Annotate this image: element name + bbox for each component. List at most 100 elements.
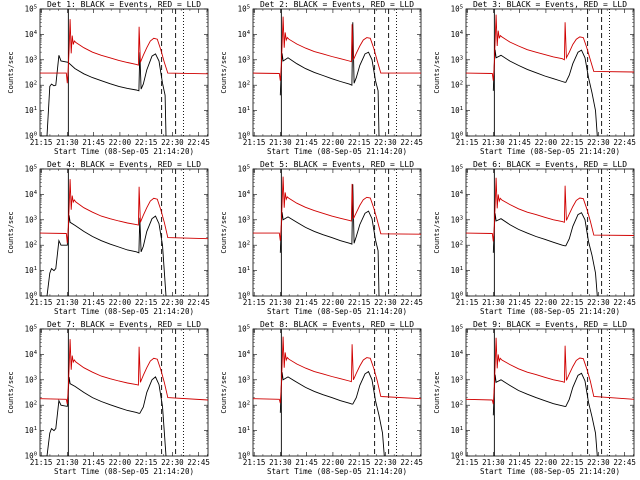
- x-tick-label: 22:45: [613, 458, 636, 467]
- series-line-events: [40, 215, 167, 296]
- y-tick-label: 104: [451, 30, 464, 39]
- series-line-events: [279, 184, 380, 296]
- time-markers: [67, 9, 184, 136]
- series-line-events: [492, 372, 598, 456]
- chart-title: Det 3: BLACK = Events, RED = LLD: [473, 0, 627, 9]
- series-line-lld: [466, 177, 634, 242]
- x-tick-label: 22:15: [561, 298, 584, 307]
- time-markers: [280, 9, 397, 136]
- x-axis-label: Start Time (08-Sep-05 21:14:20): [480, 147, 620, 156]
- series-line-lld: [40, 339, 208, 405]
- y-tick-label: 102: [451, 401, 463, 410]
- y-tick-label: 104: [25, 30, 38, 39]
- series-line-events: [279, 370, 385, 456]
- y-tick-label: 103: [25, 55, 37, 64]
- x-axis: 21:15 21:30 21:45 22:00 22:15 22:30 22:45: [456, 169, 636, 307]
- y-tick-label: 104: [238, 190, 251, 199]
- y-axis-label: Counts/sec: [433, 211, 441, 253]
- y-tick-label: 101: [451, 266, 463, 275]
- y-tick-label: 103: [238, 215, 250, 224]
- series-line-lld: [466, 14, 634, 81]
- y-axis-label: Counts/sec: [7, 51, 15, 93]
- detector-panel: 100 101 102 103 104 105 21:15 21:30 21:45 22:00 22…: [426, 0, 639, 160]
- time-markers: [493, 169, 610, 296]
- chart-title: Det 9: BLACK = Events, RED = LLD: [473, 320, 627, 329]
- x-axis-label: Start Time (08-Sep-05 21:14:20): [267, 467, 407, 476]
- x-tick-label: 22:15: [135, 458, 158, 467]
- x-tick-label: 21:45: [82, 458, 105, 467]
- series-line-lld: [253, 336, 421, 404]
- x-tick-label: 22:30: [587, 458, 610, 467]
- y-tick-label: 102: [238, 81, 250, 90]
- y-tick-label: 105: [451, 165, 463, 174]
- y-tick-label: 104: [238, 350, 251, 359]
- detector-panel: 100 101 102 103 104 105 21:15 21:30 21:45 22:00 22…: [213, 160, 426, 320]
- x-tick-label: 22:30: [587, 298, 610, 307]
- x-tick-label: 22:00: [109, 298, 132, 307]
- x-tick-label: 22:30: [161, 458, 184, 467]
- y-tick-label: 101: [238, 426, 250, 435]
- x-axis: 21:15 21:30 21:45 22:00 22:15 22:30 22:45: [243, 169, 423, 307]
- chart-title: Det 1: BLACK = Events, RED = LLD: [47, 0, 201, 9]
- x-tick-label: 21:15: [456, 458, 479, 467]
- plot-frame: [465, 168, 635, 297]
- x-tick-label: 22:00: [109, 138, 132, 147]
- chart-title: Det 4: BLACK = Events, RED = LLD: [47, 160, 201, 169]
- y-axis-label: Counts/sec: [7, 211, 15, 253]
- y-tick-label: 103: [451, 55, 463, 64]
- y-tick-label: 100: [25, 452, 37, 461]
- x-axis: 21:15 21:30 21:45 22:00 22:15 22:30 22:45: [456, 329, 636, 467]
- y-tick-label: 105: [238, 165, 250, 174]
- chart-title: Det 8: BLACK = Events, RED = LLD: [260, 320, 414, 329]
- detector-panel: 100 101 102 103 104 105 21:15 21:30 21:45 22:00 22…: [213, 0, 426, 160]
- y-axis-label: Counts/sec: [220, 211, 228, 253]
- y-tick-label: 103: [451, 215, 463, 224]
- x-tick-label: 22:30: [374, 458, 397, 467]
- x-tick-label: 22:00: [322, 458, 345, 467]
- detector-panel: 100 101 102 103 104 105 21:15 21:30 21:45 22:00 22…: [0, 160, 213, 320]
- x-tick-label: 21:30: [269, 458, 292, 467]
- x-tick-label: 21:45: [295, 298, 318, 307]
- x-tick-label: 22:00: [535, 138, 558, 147]
- y-tick-label: 101: [451, 426, 463, 435]
- x-axis-label: Start Time (08-Sep-05 21:14:20): [480, 307, 620, 316]
- y-tick-label: 100: [451, 452, 463, 461]
- x-tick-label: 21:45: [295, 458, 318, 467]
- x-tick-label: 22:45: [400, 138, 423, 147]
- y-tick-label: 103: [238, 55, 250, 64]
- x-tick-label: 22:15: [348, 458, 371, 467]
- time-markers: [280, 329, 397, 456]
- y-tick-label: 100: [451, 292, 463, 301]
- x-tick-label: 21:30: [56, 298, 79, 307]
- y-tick-label: 102: [451, 241, 463, 250]
- detector-panel: 100 101 102 103 104 105 21:15 21:30 21:45 22:00 22…: [426, 320, 639, 480]
- x-tick-label: 21:30: [482, 138, 505, 147]
- x-tick-label: 22:00: [322, 298, 345, 307]
- x-axis: 21:15 21:30 21:45 22:00 22:15 22:30 22:45: [30, 329, 210, 467]
- x-tick-label: 21:30: [482, 298, 505, 307]
- y-axis-label: Counts/sec: [220, 51, 228, 93]
- y-axis-label: Counts/sec: [7, 371, 15, 413]
- y-axis: 100 101 102 103 104 105: [25, 165, 208, 301]
- x-tick-label: 21:45: [508, 458, 531, 467]
- y-tick-label: 102: [25, 241, 37, 250]
- x-tick-label: 22:15: [135, 298, 158, 307]
- x-tick-label: 22:45: [613, 138, 636, 147]
- y-axis: 100 101 102 103 104 105: [451, 165, 634, 301]
- plot-frame: [252, 8, 422, 137]
- x-tick-label: 22:30: [587, 138, 610, 147]
- y-tick-label: 103: [25, 375, 37, 384]
- x-axis-label: Start Time (08-Sep-05 21:14:20): [54, 147, 194, 156]
- x-tick-label: 21:15: [243, 458, 266, 467]
- x-tick-label: 21:30: [56, 458, 79, 467]
- x-tick-label: 22:30: [161, 298, 184, 307]
- x-axis-label: Start Time (08-Sep-05 21:14:20): [267, 307, 407, 316]
- x-tick-label: 22:00: [535, 458, 558, 467]
- x-tick-label: 21:30: [269, 138, 292, 147]
